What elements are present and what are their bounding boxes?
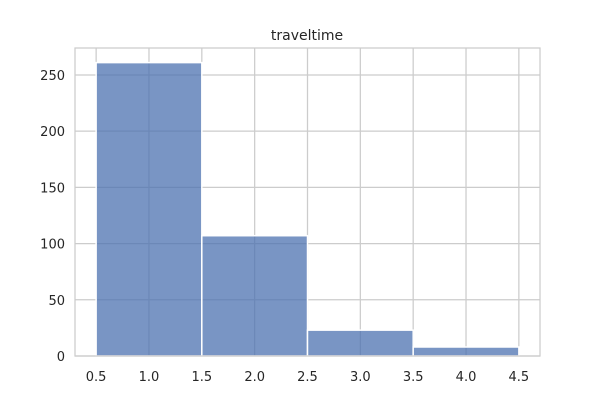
y-tick-label: 200 [40, 125, 65, 140]
histogram-bar [306, 329, 414, 357]
y-tick-label: 0 [57, 350, 65, 365]
x-tick-label: 4.5 [509, 370, 530, 385]
x-axis-tick-labels: 0.5 1.0 1.5 2.0 2.5 3.0 3.5 4.0 4.5 [86, 370, 529, 385]
x-tick-label: 2.0 [244, 370, 265, 385]
y-tick-label: 100 [40, 238, 65, 253]
x-tick-label: 0.5 [86, 370, 107, 385]
x-tick-label: 3.0 [350, 370, 371, 385]
y-tick-label: 250 [40, 69, 65, 84]
x-tick-label: 1.0 [139, 370, 160, 385]
histogram-bar [412, 346, 520, 357]
histogram-bars [95, 61, 520, 357]
y-tick-label: 150 [40, 181, 65, 196]
chart-title: traveltime [271, 28, 343, 44]
x-tick-label: 1.5 [191, 370, 212, 385]
plot-frame [74, 47, 541, 357]
histogram-bar [201, 234, 309, 357]
y-axis-tick-labels: 0 50 100 150 200 250 [40, 69, 65, 365]
x-tick-label: 4.0 [456, 370, 477, 385]
histogram-bar [95, 61, 203, 357]
x-tick-label: 2.5 [297, 370, 318, 385]
y-tick-label: 50 [48, 294, 65, 309]
x-tick-label: 3.5 [403, 370, 424, 385]
